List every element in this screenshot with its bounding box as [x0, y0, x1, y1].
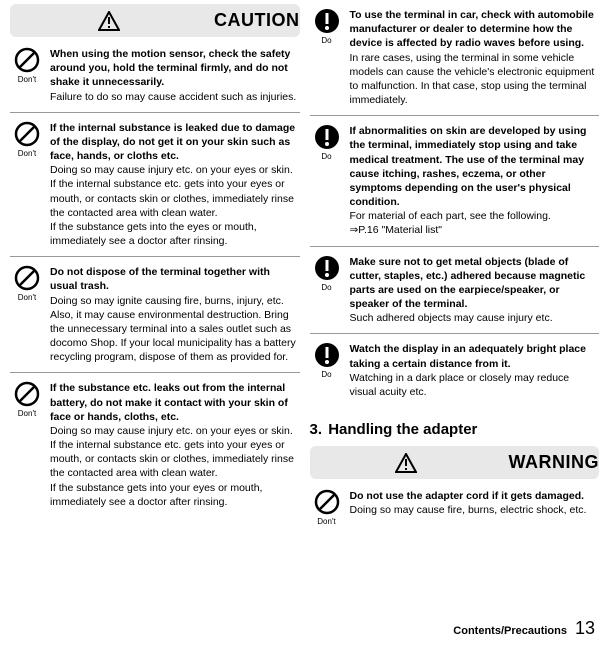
- item-body-text: For material of each part, see the follo…: [350, 209, 598, 237]
- item-text: Do not use the adapter cord if it gets d…: [350, 489, 598, 526]
- warning-triangle-icon: [395, 453, 417, 473]
- do-icon: Do: [312, 8, 342, 107]
- safety-item: Do Make sure not to get metal objects (bl…: [310, 251, 600, 335]
- right-items: Do To use the terminal in car, check with…: [310, 4, 600, 411]
- section-heading: 3. Handling the adapter: [310, 421, 600, 438]
- page-footer: Contents/Precautions 13: [0, 614, 609, 645]
- warning-title: WARNING: [509, 452, 600, 473]
- icon-label: Don't: [12, 293, 42, 302]
- do-icon: Do: [312, 255, 342, 326]
- item-text: Do not dispose of the terminal together …: [50, 265, 298, 364]
- item-bold-text: If the internal substance is leaked due …: [50, 122, 295, 162]
- left-items: Don't When using the motion sensor, check…: [10, 43, 300, 521]
- item-body-text: Failure to do so may cause accident such…: [50, 90, 298, 104]
- icon-label: Don't: [12, 75, 42, 84]
- item-bold-text: When using the motion sensor, check the …: [50, 48, 290, 88]
- caution-title: CAUTION: [214, 10, 300, 31]
- right-items2: Don't Do not use the adapter cord if it g…: [310, 485, 600, 538]
- item-body-text: Doing so may ignite causing fire, burns,…: [50, 294, 298, 365]
- section-title-text: Handling the adapter: [328, 421, 477, 438]
- caution-triangle-icon: [98, 11, 120, 31]
- icon-label: Do: [312, 152, 342, 161]
- item-text: Make sure not to get metal objects (blad…: [350, 255, 598, 326]
- icon-label: Don't: [312, 517, 342, 526]
- item-bold-text: Do not dispose of the terminal together …: [50, 266, 270, 292]
- right-column: Do To use the terminal in car, check with…: [310, 4, 600, 614]
- footer-page-number: 13: [575, 618, 595, 639]
- icon-label: Do: [312, 36, 342, 45]
- item-text: When using the motion sensor, check the …: [50, 47, 298, 104]
- item-bold-text: Watch the display in an adequately brigh…: [350, 343, 587, 369]
- dont-icon: Don't: [12, 265, 42, 364]
- safety-item: Don't Do not dispose of the terminal toge…: [10, 261, 300, 373]
- item-text: If the internal substance is leaked due …: [50, 121, 298, 249]
- dont-icon: Don't: [312, 489, 342, 526]
- icon-label: Do: [312, 283, 342, 292]
- item-text: If the substance etc. leaks out from the…: [50, 381, 298, 509]
- item-bold-text: If the substance etc. leaks out from the…: [50, 382, 288, 422]
- safety-item: Do Watch the display in an adequately bri…: [310, 338, 600, 407]
- safety-item: Don't If the internal substance is leaked…: [10, 117, 300, 258]
- dont-icon: Don't: [12, 121, 42, 249]
- icon-label: Do: [312, 370, 342, 379]
- item-body-text: Doing so may cause injury etc. on your e…: [50, 163, 298, 248]
- item-text: To use the terminal in car, check with a…: [350, 8, 598, 107]
- do-icon: Do: [312, 124, 342, 237]
- item-bold-text: To use the terminal in car, check with a…: [350, 9, 594, 49]
- section-number: 3.: [310, 421, 323, 438]
- item-body-text: Doing so may cause fire, burns, electric…: [350, 503, 598, 517]
- item-body-text: Doing so may cause injury etc. on your e…: [50, 424, 298, 509]
- left-column: CAUTION Don't When using the motion senso…: [10, 4, 300, 614]
- dont-icon: Don't: [12, 47, 42, 104]
- safety-item: Do To use the terminal in car, check with…: [310, 4, 600, 116]
- safety-item: Don't When using the motion sensor, check…: [10, 43, 300, 113]
- item-body-text: In rare cases, using the terminal in som…: [350, 51, 598, 108]
- caution-box: CAUTION: [10, 4, 300, 37]
- safety-item: Don't Do not use the adapter cord if it g…: [310, 485, 600, 534]
- do-icon: Do: [312, 342, 342, 399]
- item-text: Watch the display in an adequately brigh…: [350, 342, 598, 399]
- footer-section-label: Contents/Precautions: [453, 625, 567, 637]
- item-bold-text: If abnormalities on skin are developed b…: [350, 125, 587, 208]
- safety-item: Do If abnormalities on skin are developed…: [310, 120, 600, 246]
- item-body-text: Such adhered objects may cause injury et…: [350, 311, 598, 325]
- item-body-text: Watching in a dark place or closely may …: [350, 371, 598, 399]
- item-text: If abnormalities on skin are developed b…: [350, 124, 598, 237]
- item-bold-text: Make sure not to get metal objects (blad…: [350, 256, 586, 311]
- icon-label: Don't: [12, 149, 42, 158]
- icon-label: Don't: [12, 409, 42, 418]
- safety-item: Don't If the substance etc. leaks out fro…: [10, 377, 300, 517]
- warning-box: WARNING: [310, 446, 600, 479]
- item-bold-text: Do not use the adapter cord if it gets d…: [350, 490, 585, 502]
- dont-icon: Don't: [12, 381, 42, 509]
